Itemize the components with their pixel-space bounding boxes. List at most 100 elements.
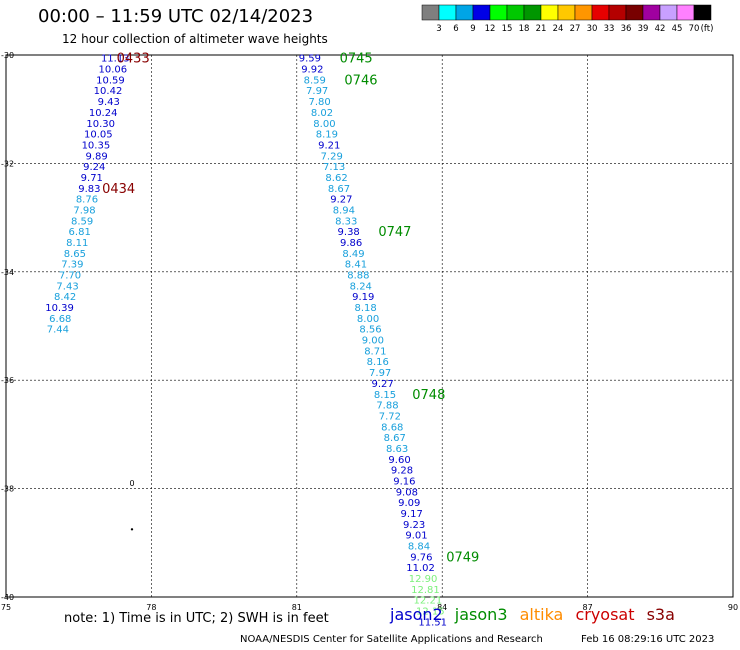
swh-value-label: 9.23 <box>403 520 425 531</box>
color-scale-legend: 3 6 9 12 15 18 21 24 27 30 33 36 39 42 45 70 (ft) <box>421 4 714 34</box>
credit-text: NOAA/NESDIS Center for Satellite Applica… <box>240 634 543 645</box>
scale-label: 27 <box>570 24 581 34</box>
swh-value-label: 8.65 <box>64 249 86 260</box>
swh-value-label: 6.81 <box>69 227 91 238</box>
scale-label: 24 <box>553 24 564 34</box>
swh-value-label: 9.16 <box>393 476 415 487</box>
swh-value-label: 10.39 <box>45 303 74 314</box>
y-tick-label: -32 <box>1 159 14 168</box>
swh-value-label: 8.88 <box>347 271 369 282</box>
swh-value-label: 9.71 <box>81 173 103 184</box>
swh-value-label: 9.17 <box>401 509 423 520</box>
swh-value-label: 8.16 <box>367 357 389 368</box>
swh-value-label: 8.94 <box>333 205 355 216</box>
swh-value-label: 9.89 <box>86 151 108 162</box>
y-tick-label: -36 <box>1 376 14 385</box>
swh-value-label: 9.19 <box>352 292 374 303</box>
scale-label: 15 <box>502 24 513 34</box>
swh-value-label: 11.13 <box>101 54 130 65</box>
swh-value-label: 8.63 <box>386 444 408 455</box>
swh-value-label: 8.49 <box>342 249 364 260</box>
satellite-name-cryosat: cryosat <box>575 605 635 624</box>
swh-value-label: 9.60 <box>388 455 410 466</box>
swh-value-label: 8.56 <box>359 325 381 336</box>
chart-subtitle: 12 hour collection of altimeter wave hei… <box>62 32 328 46</box>
x-tick-label: 81 <box>292 603 302 612</box>
swh-value-label: 8.67 <box>384 433 406 444</box>
swh-value-label: 7.43 <box>56 281 78 292</box>
x-tick-label: 78 <box>146 603 156 612</box>
swh-value-label: 8.41 <box>345 260 367 271</box>
pass-time-annotation: 0747 <box>378 225 411 240</box>
swh-value-label: 7.39 <box>61 260 83 271</box>
pass-time-annotation: 0749 <box>446 550 479 565</box>
swh-value-label: 12.90 <box>409 574 438 585</box>
point-marker: • <box>130 525 135 534</box>
swh-value-label: 9.83 <box>78 184 100 195</box>
x-tick-label: 90 <box>728 603 738 612</box>
scale-label: 36 <box>621 24 632 34</box>
swh-value-label: 8.00 <box>313 119 335 130</box>
swh-value-label: 9.43 <box>98 97 120 108</box>
satellite-legend: jason2 jason3 altika cryosat s3a <box>390 605 682 624</box>
swh-value-label: 8.19 <box>316 130 338 141</box>
point-marker: 0 <box>129 479 134 488</box>
scale-swatch <box>693 4 712 21</box>
scale-label: 6 <box>453 24 458 34</box>
pass-time-annotation: 0746 <box>344 73 377 88</box>
swh-value-label: 9.28 <box>391 466 413 477</box>
swh-value-label: 12.81 <box>411 585 440 596</box>
swh-value-label: 7.72 <box>379 411 401 422</box>
plot-frame <box>5 54 734 598</box>
swh-value-label: 7.44 <box>47 325 69 336</box>
scale-label: 18 <box>519 24 530 34</box>
scale-label: 70 <box>689 24 700 34</box>
swh-value-label: 10.06 <box>99 65 128 76</box>
scale-label: 42 <box>655 24 666 34</box>
swh-value-label: 9.38 <box>338 227 360 238</box>
swh-value-label: 8.02 <box>311 108 333 119</box>
scale-unit: (ft) <box>701 24 714 34</box>
swh-value-label: 9.21 <box>318 140 340 151</box>
swh-value-label: 7.80 <box>308 97 330 108</box>
swh-value-label: 8.00 <box>357 314 379 325</box>
swh-value-label: 10.35 <box>82 140 111 151</box>
y-tick-label: -30 <box>1 51 14 60</box>
swh-value-label: 12.21 <box>414 596 443 607</box>
scale-label: 9 <box>470 24 475 34</box>
swh-value-label: 10.05 <box>84 130 113 141</box>
satellite-name-s3a: s3a <box>646 605 675 624</box>
swh-value-label: 9.59 <box>299 54 321 65</box>
swh-value-label: 7.29 <box>321 151 343 162</box>
swh-value-label: 12.15 <box>416 607 445 618</box>
scale-label: 12 <box>485 24 496 34</box>
swh-value-label: 8.24 <box>350 281 372 292</box>
y-tick-label: -40 <box>1 593 14 602</box>
swh-value-label: 8.76 <box>76 195 98 206</box>
x-tick-label: 75 <box>1 603 11 612</box>
swh-value-label: 8.59 <box>71 216 93 227</box>
swh-value-label: 9.08 <box>396 487 418 498</box>
scale-label: 21 <box>536 24 547 34</box>
swh-value-label: 7.97 <box>369 368 391 379</box>
swh-value-label: 8.11 <box>66 238 88 249</box>
swh-value-label: 9.86 <box>340 238 362 249</box>
pass-time-annotation: 0748 <box>412 388 445 403</box>
pass-time-annotation: 0745 <box>340 52 373 67</box>
swh-value-label: 9.01 <box>405 531 427 542</box>
scale-label: 33 <box>604 24 615 34</box>
swh-value-label: 6.68 <box>49 314 71 325</box>
swh-value-label: 8.84 <box>408 542 430 553</box>
chart-title: 00:00 – 11:59 UTC 02/14/2023 <box>38 6 314 27</box>
swh-value-label: 7.88 <box>376 401 398 412</box>
swh-value-label: 8.68 <box>381 422 403 433</box>
swh-value-label: 9.76 <box>410 552 432 563</box>
swh-value-label: 10.30 <box>86 119 115 130</box>
scale-label: 30 <box>587 24 598 34</box>
swh-value-label: 7.13 <box>323 162 345 173</box>
swh-value-label: 9.24 <box>83 162 105 173</box>
swh-value-label: 7.98 <box>73 205 95 216</box>
scale-label: 39 <box>638 24 649 34</box>
swh-value-label: 9.00 <box>362 336 384 347</box>
